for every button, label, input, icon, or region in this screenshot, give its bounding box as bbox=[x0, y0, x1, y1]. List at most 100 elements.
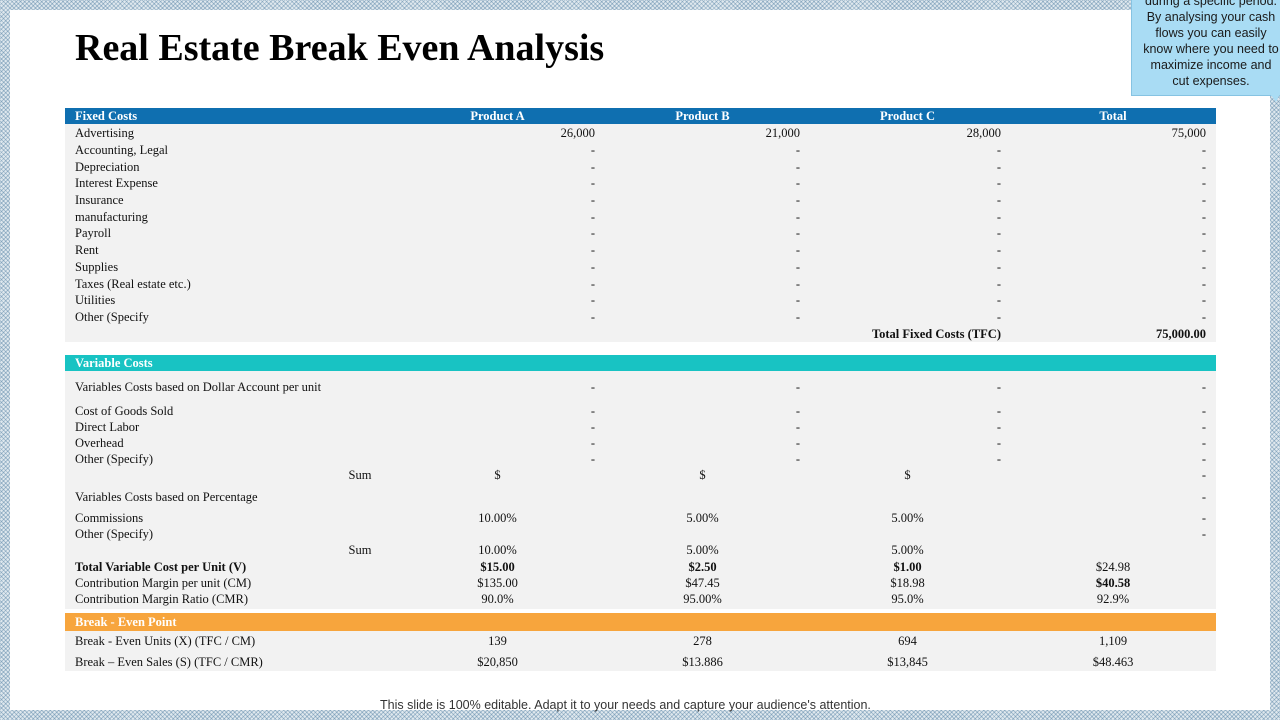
table-row: Other (Specify - - - - bbox=[65, 310, 1216, 327]
cell-total: - bbox=[1201, 210, 1206, 224]
cell-total: $40.58 bbox=[1095, 576, 1131, 590]
cell-product-b: - bbox=[795, 293, 800, 307]
cell-total: - bbox=[1201, 527, 1206, 541]
cell-total: 75,000 bbox=[1171, 126, 1206, 140]
table-row: Other (Specify) - bbox=[65, 527, 1216, 544]
cell-product-c: - bbox=[996, 260, 1001, 274]
table-row: Accounting, Legal - - - - bbox=[65, 143, 1216, 160]
cell-product-b: - bbox=[795, 436, 800, 450]
row-label: Other (Specify) bbox=[75, 527, 154, 541]
cell-product-c: $18.98 bbox=[890, 576, 925, 590]
callout-line: flows you can easily bbox=[1155, 26, 1267, 40]
row-label: Contribution Margin per unit (CM) bbox=[75, 576, 252, 590]
cell-product-b: 21,000 bbox=[765, 126, 800, 140]
cell-product-a: - bbox=[590, 243, 595, 257]
cell-product-a: - bbox=[590, 210, 595, 224]
cell-product-c: - bbox=[996, 404, 1001, 418]
column-header-product-b: Product B bbox=[675, 109, 730, 123]
cell-product-b: - bbox=[795, 260, 800, 274]
cell-product-c: 28,000 bbox=[966, 126, 1001, 140]
cell-total: - bbox=[1201, 490, 1206, 504]
cell-product-a: - bbox=[590, 293, 595, 307]
table-row: Insurance - - - - bbox=[65, 193, 1216, 210]
cell-product-a: - bbox=[590, 420, 595, 434]
row-label: Cost of Goods Sold bbox=[75, 404, 174, 418]
callout-box: during a specific period. By analysing y… bbox=[1131, 0, 1280, 96]
callout-line: By analysing your cash bbox=[1146, 10, 1276, 24]
cell-product-a: - bbox=[590, 260, 595, 274]
breakeven-header: Break - Even Point bbox=[65, 613, 1216, 631]
cell-total: - bbox=[1201, 277, 1206, 291]
cell-total: $48.463 bbox=[1092, 655, 1134, 669]
cell-total: 1,109 bbox=[1098, 634, 1128, 648]
table-row: Direct Labor - - - - bbox=[65, 420, 1216, 437]
cell-product-b: $13.886 bbox=[682, 655, 723, 669]
cell-product-b: $ bbox=[699, 468, 706, 482]
cell-total: - bbox=[1201, 468, 1206, 482]
variable-costs-title: Variable Costs bbox=[75, 356, 153, 370]
cell-product-b: - bbox=[795, 226, 800, 240]
row-label: Total Variable Cost per Unit (V) bbox=[75, 560, 247, 574]
cell-product-a: - bbox=[590, 310, 595, 324]
page-title: Real Estate Break Even Analysis bbox=[75, 27, 605, 69]
variable-costs-block bbox=[65, 371, 1216, 609]
row-label: Utilities bbox=[75, 293, 116, 307]
cell-total: - bbox=[1201, 193, 1206, 207]
cell-product-c: - bbox=[996, 143, 1001, 157]
table-row: Advertising 26,000 21,000 28,000 75,000 bbox=[65, 126, 1216, 143]
cell-product-c: 95.0% bbox=[891, 592, 924, 606]
cell-product-b: 95.00% bbox=[683, 592, 722, 606]
table-row: Cost of Goods Sold - - - - bbox=[65, 404, 1216, 421]
total-fixed-costs-row: Total Fixed Costs (TFC) 75,000.00 bbox=[65, 327, 1216, 344]
column-header-product-c: Product C bbox=[880, 109, 935, 123]
breakeven-block bbox=[65, 631, 1216, 671]
cell-product-a: 10.00% bbox=[478, 543, 517, 557]
table-row: Taxes (Real estate etc.) - - - - bbox=[65, 277, 1216, 294]
breakeven-title: Break - Even Point bbox=[75, 615, 177, 629]
row-label: Variables Costs based on Dollar Account … bbox=[75, 380, 322, 394]
cell-product-c: - bbox=[996, 210, 1001, 224]
column-header-total: Total bbox=[1099, 109, 1127, 123]
cell-product-a: - bbox=[590, 436, 595, 450]
row-label: Break - Even Units (X) (TFC / CM) bbox=[75, 634, 256, 648]
table-row: Supplies - - - - bbox=[65, 260, 1216, 277]
cell-product-a: - bbox=[590, 404, 595, 418]
cell-product-a: $15.00 bbox=[480, 560, 515, 574]
cell-product-c: - bbox=[996, 243, 1001, 257]
row-label: Advertising bbox=[75, 126, 135, 140]
callout-line: cut expenses. bbox=[1172, 74, 1250, 88]
sum-label: Sum bbox=[348, 468, 372, 482]
table-row: Overhead - - - - bbox=[65, 436, 1216, 453]
cell-product-c: $1.00 bbox=[893, 560, 922, 574]
cell-product-a: 139 bbox=[488, 634, 507, 648]
table-row: Other (Specify) - - - - bbox=[65, 452, 1216, 469]
cell-product-b: - bbox=[795, 404, 800, 418]
sum-row: Sum 10.00% 5.00% 5.00% bbox=[65, 543, 1216, 560]
row-label: Commissions bbox=[75, 511, 144, 525]
fixed-costs-header: Fixed Costs Product A Product B Product … bbox=[65, 108, 1216, 124]
cell-total: - bbox=[1201, 293, 1206, 307]
table-row: Variables Costs based on Dollar Account … bbox=[65, 380, 1216, 397]
table-row: Break – Even Sales (S) (TFC / CMR) $20,8… bbox=[65, 655, 1216, 672]
cell-total: - bbox=[1201, 226, 1206, 240]
cell-product-a: 10.00% bbox=[478, 511, 517, 525]
row-label: Insurance bbox=[75, 193, 124, 207]
row-label: Variables Costs based on Percentage bbox=[75, 490, 258, 504]
cell-product-c: - bbox=[996, 277, 1001, 291]
row-label: manufacturing bbox=[75, 210, 148, 224]
cell-product-b: - bbox=[795, 243, 800, 257]
table-row: Contribution Margin per unit (CM) $135.0… bbox=[65, 576, 1216, 593]
cell-product-a: 90.0% bbox=[481, 592, 514, 606]
row-label: Depreciation bbox=[75, 160, 140, 174]
cell-product-a: - bbox=[590, 226, 595, 240]
cell-product-c: 5.00% bbox=[891, 543, 924, 557]
table-row: Commissions 10.00% 5.00% 5.00% - bbox=[65, 511, 1216, 528]
row-label: Taxes (Real estate etc.) bbox=[75, 277, 191, 291]
cell-product-c: 5.00% bbox=[891, 511, 924, 525]
cell-product-b: 5.00% bbox=[686, 511, 719, 525]
row-label: Accounting, Legal bbox=[75, 143, 169, 157]
row-label: Break – Even Sales (S) (TFC / CMR) bbox=[75, 655, 263, 669]
cell-product-b: - bbox=[795, 193, 800, 207]
table-row: Rent - - - - bbox=[65, 243, 1216, 260]
total-fixed-costs-label: Total Fixed Costs (TFC) bbox=[871, 327, 1001, 341]
